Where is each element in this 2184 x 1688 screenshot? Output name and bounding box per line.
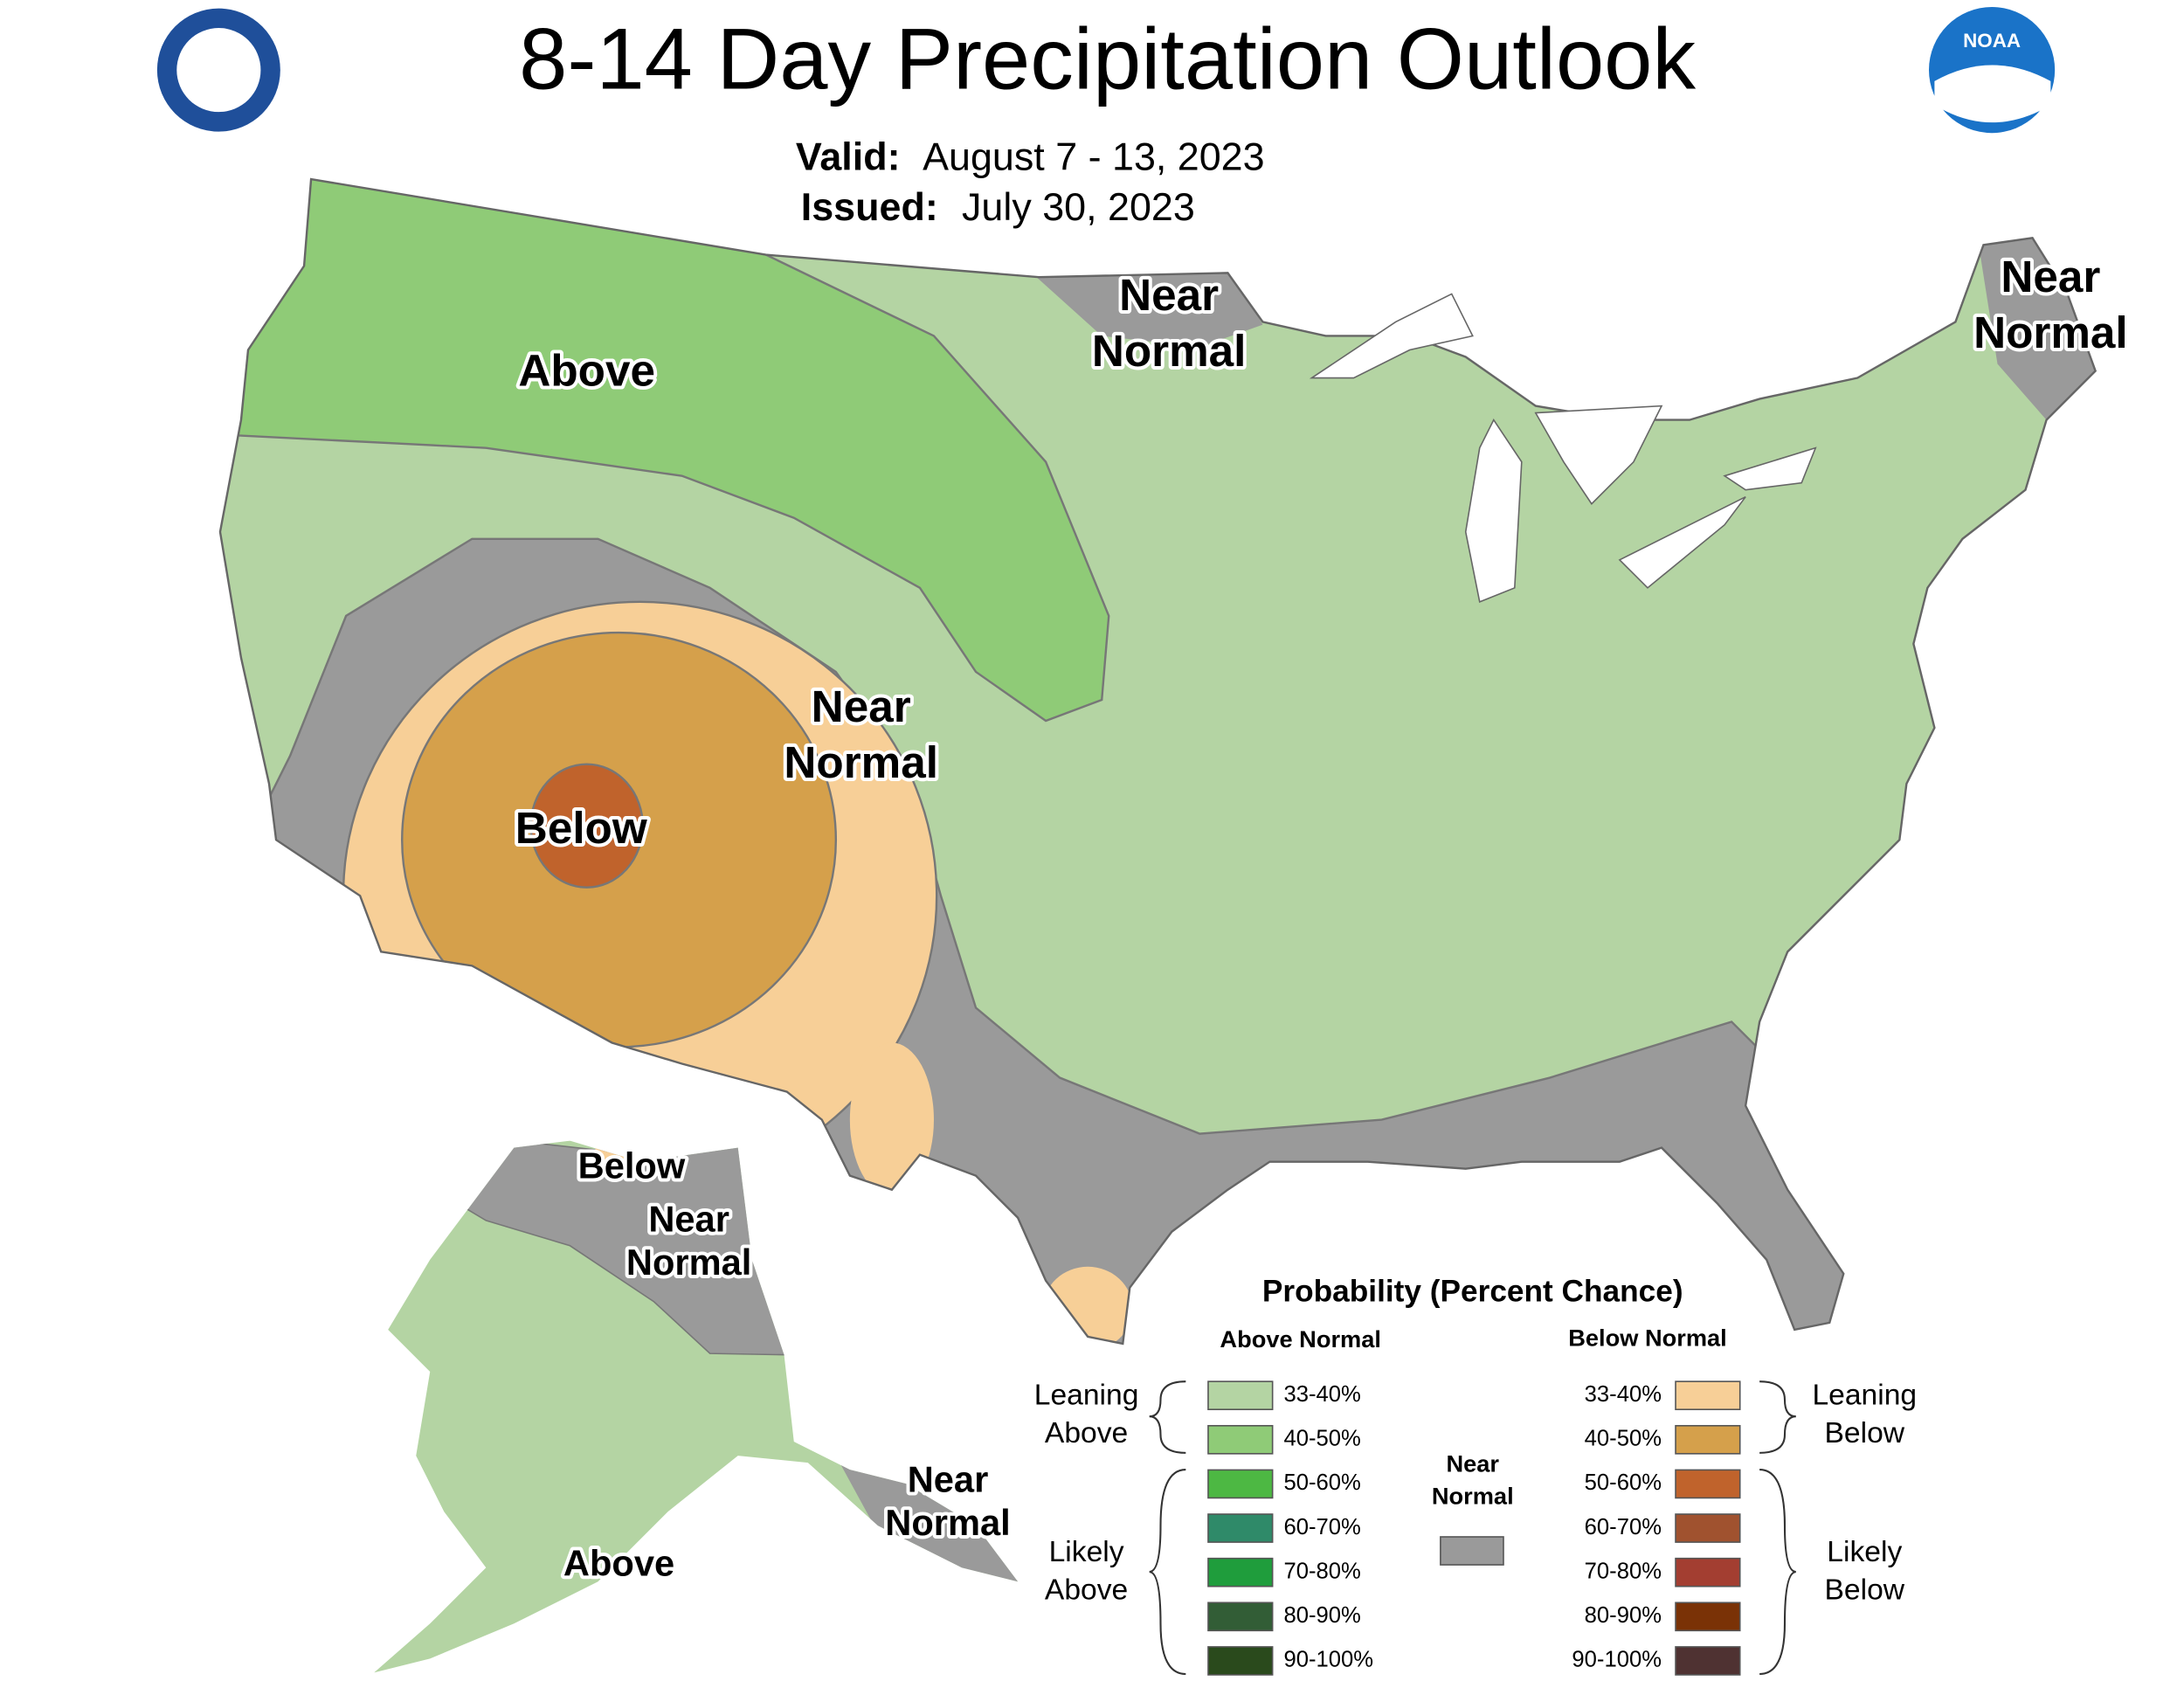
legend-swatch — [1675, 1557, 1741, 1588]
legend-label: 33-40% — [1283, 1382, 1360, 1407]
legend-group-label: Below — [1825, 1574, 1905, 1606]
legend-group-label: Above — [1045, 1417, 1128, 1449]
map-label: Normal — [626, 1242, 751, 1283]
legend-label: 40-50% — [1585, 1427, 1662, 1451]
map-label: Above — [518, 345, 655, 395]
leaning-below-area — [849, 1042, 934, 1197]
brace — [1759, 1469, 1797, 1676]
legend-swatch — [1675, 1602, 1741, 1632]
map-label: Near — [908, 1459, 989, 1500]
valid-label: Valid: — [796, 134, 901, 178]
near-normal-area — [1976, 231, 2096, 420]
legend-swatch — [1207, 1557, 1274, 1588]
lake — [1618, 495, 1746, 589]
map-label: Below — [515, 803, 647, 853]
legend-braces — [1149, 1380, 1797, 1676]
near-normal-area — [835, 1442, 1019, 1610]
lake — [1464, 419, 1523, 603]
brace — [1149, 1469, 1186, 1676]
legend-swatch — [1675, 1646, 1741, 1676]
lake — [1723, 446, 1817, 491]
legend-swatch — [1207, 1469, 1274, 1499]
legend-group-label: Leaning — [1034, 1380, 1139, 1412]
legend-swatch — [1440, 1536, 1504, 1566]
legend-group-label: Leaning — [1812, 1380, 1917, 1412]
legend-swatch — [1207, 1380, 1274, 1411]
legend-swatch — [1207, 1513, 1274, 1543]
issued-date: July 30, 2023 — [962, 184, 1195, 229]
map-label: Normal — [784, 737, 938, 787]
issued-label: Issued: — [801, 184, 938, 229]
doc-seal-inner — [176, 28, 261, 113]
title: 8-14 Day Precipitation Outlook — [519, 11, 1696, 108]
legend-swatch — [1675, 1380, 1741, 1411]
legend-title: Probability (Percent Chance) — [1262, 1275, 1683, 1309]
map-label: Above — [563, 1543, 674, 1584]
conus-outline — [218, 177, 2098, 1346]
legend-group-label: Likely — [1049, 1536, 1124, 1568]
legend-swatch — [1675, 1469, 1741, 1499]
legend-swatch — [1207, 1646, 1274, 1676]
legend-label: 50-60% — [1283, 1470, 1360, 1495]
leaning-below-area — [1042, 1266, 1133, 1344]
legend-swatch — [1207, 1424, 1274, 1455]
legend-swatch — [1207, 1602, 1274, 1632]
legend-header: Above Normal — [1220, 1325, 1381, 1352]
legend-group-label: Likely — [1827, 1536, 1902, 1568]
lake — [1309, 293, 1474, 379]
legend-label: 70-80% — [1283, 1559, 1360, 1583]
legend-label: 90-100% — [1283, 1648, 1373, 1672]
legend-label: 90-100% — [1572, 1648, 1662, 1672]
brace — [1759, 1380, 1796, 1454]
map-label: Near — [2001, 252, 2100, 301]
map-label: Near — [648, 1199, 729, 1240]
legend-swatch — [1675, 1513, 1741, 1543]
legend-label: 40-50% — [1283, 1427, 1360, 1451]
map-label: Normal — [885, 1502, 1010, 1543]
lake — [1534, 405, 1663, 505]
valid-date: August 7 - 13, 2023 — [923, 134, 1264, 178]
map-label: Normal — [1973, 308, 2128, 357]
map-label: Near — [1119, 270, 1219, 320]
above-area — [219, 179, 1110, 723]
noaa-gull — [1934, 65, 2051, 123]
legend-header: Normal — [1432, 1482, 1514, 1509]
legend-label: 80-90% — [1585, 1603, 1662, 1628]
legend-group-label: Below — [1825, 1417, 1905, 1449]
great-lakes — [1309, 293, 1817, 603]
legend-label: 70-80% — [1585, 1559, 1662, 1583]
legend-group-label: Above — [1045, 1574, 1128, 1606]
legend-label: 33-40% — [1585, 1382, 1662, 1407]
legend-label: 50-60% — [1585, 1470, 1662, 1495]
legend-label: 80-90% — [1283, 1603, 1360, 1628]
logos: NOAA — [156, 7, 2056, 134]
near-normal-area — [1032, 266, 1263, 348]
noaa-logo-text: NOAA — [1963, 30, 2021, 52]
legend-label: 60-70% — [1585, 1515, 1662, 1539]
legend-header: Below Normal — [1568, 1324, 1727, 1351]
legend-header: Near — [1446, 1449, 1499, 1477]
map-label: Below — [578, 1145, 686, 1186]
legend-swatch — [1675, 1424, 1741, 1455]
likely-below-area — [529, 763, 644, 889]
legend-label: 60-70% — [1283, 1515, 1360, 1539]
brace — [1149, 1380, 1186, 1454]
map-label: Near — [812, 681, 911, 731]
map-label: Normal — [1092, 326, 1247, 376]
